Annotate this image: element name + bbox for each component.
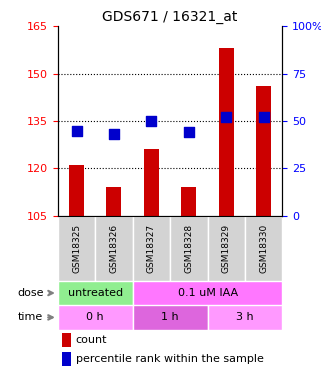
Point bbox=[74, 128, 79, 134]
FancyBboxPatch shape bbox=[58, 305, 133, 330]
FancyBboxPatch shape bbox=[133, 305, 208, 330]
FancyBboxPatch shape bbox=[245, 216, 282, 281]
Bar bbox=[144, 150, 159, 216]
FancyBboxPatch shape bbox=[95, 216, 133, 281]
Text: untreated: untreated bbox=[68, 288, 123, 298]
Text: 0 h: 0 h bbox=[86, 312, 104, 322]
Bar bbox=[181, 188, 196, 216]
Text: GSM18329: GSM18329 bbox=[222, 224, 231, 273]
Point bbox=[186, 129, 191, 135]
FancyBboxPatch shape bbox=[58, 216, 95, 281]
Point bbox=[149, 118, 154, 124]
Title: GDS671 / 16321_at: GDS671 / 16321_at bbox=[102, 10, 238, 24]
FancyBboxPatch shape bbox=[133, 216, 170, 281]
Bar bbox=[62, 333, 71, 346]
Bar bbox=[62, 352, 71, 366]
Text: count: count bbox=[76, 335, 107, 345]
Bar bbox=[69, 165, 84, 216]
Text: dose: dose bbox=[17, 288, 53, 298]
Bar bbox=[256, 86, 271, 216]
FancyBboxPatch shape bbox=[208, 216, 245, 281]
Point bbox=[111, 131, 117, 137]
Text: time: time bbox=[17, 312, 53, 322]
FancyBboxPatch shape bbox=[58, 281, 133, 305]
Text: GSM18327: GSM18327 bbox=[147, 224, 156, 273]
Text: 3 h: 3 h bbox=[236, 312, 254, 322]
FancyBboxPatch shape bbox=[133, 281, 282, 305]
Bar bbox=[107, 188, 121, 216]
Text: GSM18325: GSM18325 bbox=[72, 224, 81, 273]
Text: GSM18328: GSM18328 bbox=[184, 224, 193, 273]
Text: percentile rank within the sample: percentile rank within the sample bbox=[76, 354, 264, 364]
Text: GSM18330: GSM18330 bbox=[259, 224, 268, 273]
Text: 0.1 uM IAA: 0.1 uM IAA bbox=[178, 288, 238, 298]
FancyBboxPatch shape bbox=[208, 305, 282, 330]
Bar bbox=[219, 48, 234, 216]
Point bbox=[224, 114, 229, 120]
Point bbox=[261, 114, 266, 120]
Text: GSM18326: GSM18326 bbox=[109, 224, 118, 273]
Text: 1 h: 1 h bbox=[161, 312, 179, 322]
FancyBboxPatch shape bbox=[170, 216, 208, 281]
